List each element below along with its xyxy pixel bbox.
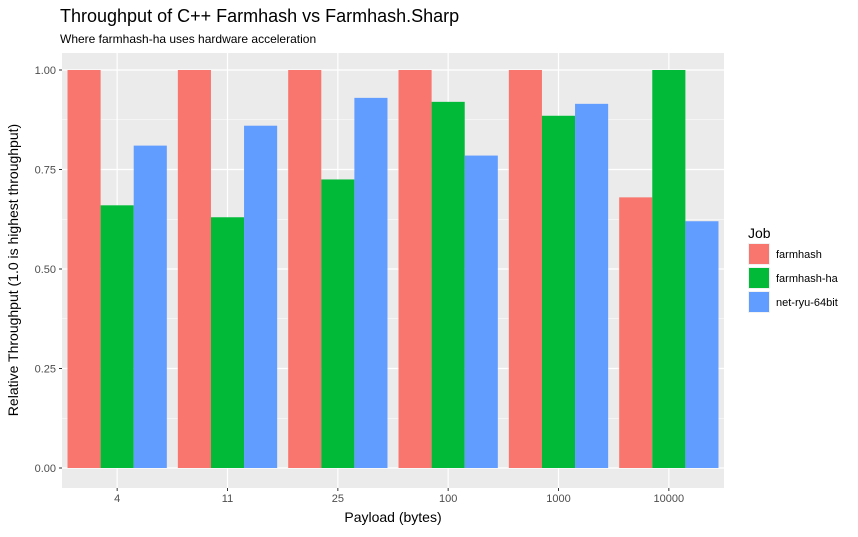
bar-farmhash-ha-11 xyxy=(210,217,245,468)
y-axis-title: Relative Throughput (1.0 is highest thro… xyxy=(5,124,21,416)
bar-net-ryu-64bit-4 xyxy=(133,145,167,468)
x-tick-label: 10000 xyxy=(654,493,685,505)
bar-farmhash-25 xyxy=(288,70,322,468)
y-tick-label: 0.75 xyxy=(35,165,56,177)
x-tick-label: 25 xyxy=(332,493,344,505)
chart-title: Throughput of C++ Farmhash vs Farmhash.S… xyxy=(60,6,459,26)
y-tick-label: 0.50 xyxy=(35,264,56,276)
chart-subtitle: Where farmhash-ha uses hardware accelera… xyxy=(60,32,316,46)
legend-swatch-farmhash xyxy=(749,244,769,264)
bar-farmhash-ha-100 xyxy=(431,101,465,468)
bar-net-ryu-64bit-10000 xyxy=(685,221,719,468)
bar-farmhash-ha-25 xyxy=(321,179,355,468)
bar-farmhash-100 xyxy=(398,70,432,468)
x-axis-ticks: 4 11 25 100 1000 10000 xyxy=(114,488,684,505)
x-tick-label: 1000 xyxy=(546,493,570,505)
bars-group xyxy=(67,70,719,469)
bar-farmhash-ha-1000 xyxy=(541,115,576,469)
bar-farmhash-1000 xyxy=(508,70,542,468)
legend: Job farmhash farmhash-ha net-ryu-64bit xyxy=(748,225,839,313)
x-tick-label: 11 xyxy=(222,493,233,505)
bar-net-ryu-64bit-100 xyxy=(464,155,498,468)
x-tick-label: 100 xyxy=(439,493,457,505)
minor-gridlines xyxy=(62,119,724,419)
x-axis-title: Payload (bytes) xyxy=(344,509,441,525)
bar-net-ryu-64bit-25 xyxy=(354,97,388,469)
y-tick-label: 0.00 xyxy=(35,463,56,475)
y-tick-label: 0.25 xyxy=(35,364,56,376)
bar-farmhash-11 xyxy=(177,70,211,468)
y-axis-ticks: 0.00 0.25 0.50 0.75 1.00 xyxy=(35,65,62,475)
legend-title: Job xyxy=(748,225,771,241)
legend-items: farmhash farmhash-ha net-ryu-64bit xyxy=(748,243,839,313)
bar-net-ryu-64bit-1000 xyxy=(575,103,609,468)
bar-farmhash-ha-10000 xyxy=(652,70,686,468)
plot-panel xyxy=(62,53,724,488)
legend-label-farmhash: farmhash xyxy=(776,249,822,261)
bar-net-ryu-64bit-11 xyxy=(244,125,278,468)
legend-label-farmhash-ha: farmhash-ha xyxy=(776,273,839,285)
y-tick-label: 1.00 xyxy=(35,65,56,77)
legend-swatch-farmhash-ha xyxy=(749,268,769,288)
bar-farmhash-10000 xyxy=(619,197,653,469)
bar-farmhash-ha-4 xyxy=(100,205,134,468)
legend-swatch-net-ryu-64bit xyxy=(749,292,769,312)
legend-label-net-ryu-64bit: net-ryu-64bit xyxy=(776,297,838,309)
x-tick-label: 4 xyxy=(114,493,120,505)
bar-farmhash-4 xyxy=(67,70,101,468)
